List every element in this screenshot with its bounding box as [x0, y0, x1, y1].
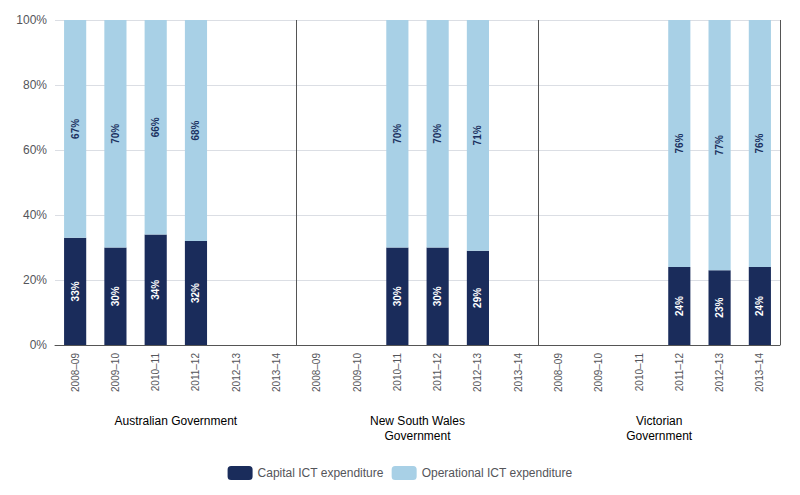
svg-text:70%: 70% [432, 124, 443, 144]
svg-text:2011–12: 2011–12 [190, 353, 201, 392]
svg-text:2010–11: 2010–11 [150, 353, 161, 392]
svg-text:2012–13: 2012–13 [231, 353, 242, 392]
svg-text:71%: 71% [472, 125, 483, 145]
svg-text:76%: 76% [674, 133, 685, 153]
svg-text:70%: 70% [110, 124, 121, 144]
svg-text:0%: 0% [30, 338, 48, 352]
svg-text:2011–12: 2011–12 [674, 353, 685, 392]
svg-text:Victorian: Victorian [636, 414, 682, 428]
svg-text:23%: 23% [714, 298, 725, 318]
svg-text:29%: 29% [472, 288, 483, 308]
svg-text:2009–10: 2009–10 [110, 353, 121, 392]
svg-text:100%: 100% [16, 13, 47, 27]
svg-text:Capital ICT expenditure: Capital ICT expenditure [258, 466, 384, 480]
svg-text:2013–14: 2013–14 [513, 353, 524, 392]
svg-text:67%: 67% [70, 119, 81, 139]
svg-text:2008–09: 2008–09 [311, 353, 322, 392]
svg-text:66%: 66% [150, 117, 161, 137]
svg-text:2010–11: 2010–11 [634, 353, 645, 392]
svg-text:24%: 24% [754, 296, 765, 316]
svg-text:40%: 40% [23, 208, 47, 222]
svg-text:2009–10: 2009–10 [352, 353, 363, 392]
svg-text:2012–13: 2012–13 [714, 353, 725, 392]
svg-text:2009–10: 2009–10 [593, 353, 604, 392]
svg-text:80%: 80% [23, 78, 47, 92]
svg-text:2013–14: 2013–14 [754, 353, 765, 392]
svg-text:2008–09: 2008–09 [553, 353, 564, 392]
svg-text:Operational ICT expenditure: Operational ICT expenditure [422, 466, 573, 480]
svg-text:2012–13: 2012–13 [472, 353, 483, 392]
svg-text:2011–12: 2011–12 [432, 353, 443, 392]
svg-text:30%: 30% [392, 286, 403, 306]
svg-text:60%: 60% [23, 143, 47, 157]
svg-text:30%: 30% [110, 286, 121, 306]
svg-text:34%: 34% [150, 280, 161, 300]
svg-text:New South Wales: New South Wales [370, 414, 465, 428]
svg-text:Australian Government: Australian Government [114, 414, 237, 428]
svg-text:2008–09: 2008–09 [70, 353, 81, 392]
svg-text:Government: Government [384, 429, 451, 443]
svg-text:32%: 32% [190, 283, 201, 303]
svg-text:68%: 68% [190, 120, 201, 140]
svg-text:2010–11: 2010–11 [392, 353, 403, 392]
svg-text:24%: 24% [674, 296, 685, 316]
svg-text:33%: 33% [70, 281, 81, 301]
svg-text:Government: Government [626, 429, 693, 443]
svg-text:76%: 76% [754, 133, 765, 153]
svg-text:20%: 20% [23, 273, 47, 287]
svg-text:30%: 30% [432, 286, 443, 306]
svg-text:2013–14: 2013–14 [271, 353, 282, 392]
svg-text:70%: 70% [392, 124, 403, 144]
svg-text:77%: 77% [714, 135, 725, 155]
